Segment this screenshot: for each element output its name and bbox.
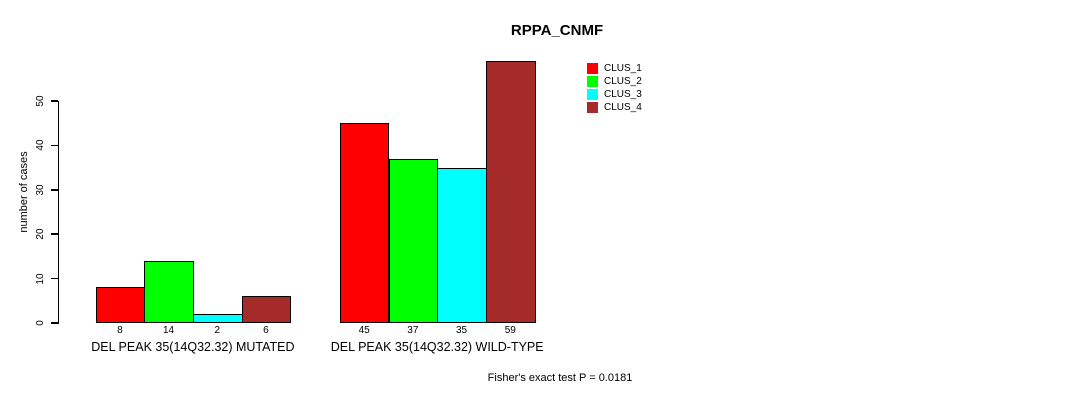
y-axis-line [57, 100, 59, 324]
legend-item-clus_4: CLUS_4 [587, 102, 642, 113]
bar-clus_1-group1 [95, 287, 146, 323]
bar-clus_4-group1 [241, 296, 292, 323]
legend: CLUS_1 CLUS_2 CLUS_3 CLUS_4 [587, 63, 642, 115]
legend-label: CLUS_1 [604, 63, 642, 74]
y-tick-mark [50, 144, 58, 147]
y-tick-mark [50, 100, 58, 102]
legend-item-clus_3: CLUS_3 [587, 89, 642, 100]
legend-swatch-icon [587, 102, 598, 113]
bar-count-label: 35 [455, 325, 468, 336]
y-tick-mark [50, 233, 58, 235]
bar-count-label: 2 [214, 325, 221, 336]
y-tick-label: 50 [34, 95, 46, 107]
x-category-label: DEL PEAK 35(14Q32.32) MUTATED [91, 340, 295, 354]
y-tick-label: 10 [34, 273, 46, 285]
bar-clus_1-group2 [339, 123, 390, 323]
y-tick-label: 20 [34, 228, 46, 240]
x-category-label: DEL PEAK 35(14Q32.32) WILD-TYPE [330, 340, 544, 354]
bar-clus_3-group1 [192, 314, 243, 323]
y-tick-mark [50, 322, 58, 324]
bar-clus_2-group2 [388, 158, 439, 323]
y-tick-mark [50, 189, 58, 191]
y-tick-label: 30 [34, 184, 46, 196]
legend-label: CLUS_2 [604, 76, 642, 87]
bar-count-label: 59 [504, 325, 516, 336]
bar-clus_3-group2 [437, 167, 487, 323]
y-axis-label: number of cases [18, 151, 30, 233]
legend-swatch-icon [587, 63, 598, 74]
bar-count-label: 45 [358, 325, 370, 336]
legend-item-clus_2: CLUS_2 [587, 76, 642, 87]
y-tick-label: 0 [34, 320, 46, 326]
fisher-test-annotation: Fisher's exact test P = 0.0181 [487, 372, 633, 384]
bar-count-label: 37 [407, 325, 419, 336]
y-tick-mark [50, 277, 58, 280]
bar-count-label: 6 [263, 325, 269, 336]
chart-title: RPPA_CNMF [510, 22, 604, 39]
bar-clus_2-group1 [144, 260, 194, 323]
legend-swatch-icon [587, 89, 598, 100]
bar-clus_4-group2 [485, 61, 536, 323]
legend-item-clus_1: CLUS_1 [587, 63, 642, 74]
legend-swatch-icon [587, 76, 598, 87]
bar-count-label: 8 [117, 325, 123, 336]
legend-label: CLUS_4 [604, 102, 642, 113]
legend-label: CLUS_3 [604, 89, 642, 100]
bar-count-label: 14 [162, 325, 175, 336]
y-tick-label: 40 [34, 139, 46, 151]
